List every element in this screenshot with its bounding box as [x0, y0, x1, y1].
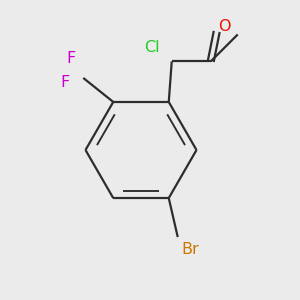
Text: F: F [61, 75, 70, 90]
Text: O: O [218, 19, 230, 34]
Text: Cl: Cl [144, 40, 160, 56]
Text: F: F [67, 51, 76, 66]
Text: Br: Br [181, 242, 199, 256]
